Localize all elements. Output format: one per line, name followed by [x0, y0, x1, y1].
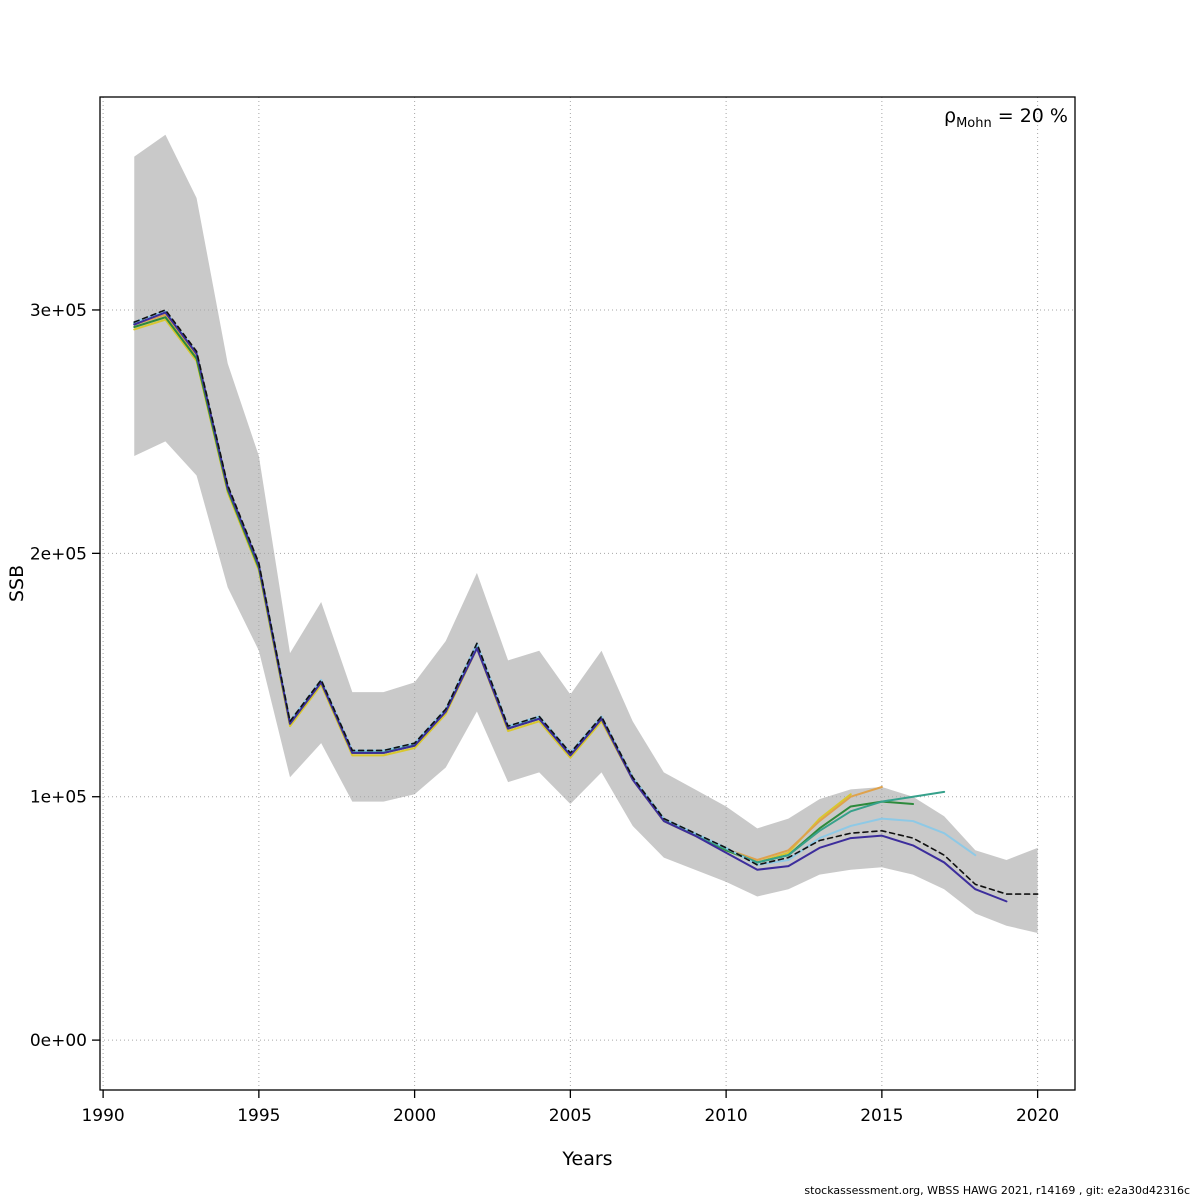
x-tick-label: 1995: [237, 1106, 280, 1126]
x-tick-label: 2005: [549, 1106, 592, 1126]
rho-subscript: Mohn: [956, 115, 992, 131]
rho-symbol: ρ: [944, 105, 957, 127]
footer-credit: stockassessment.org, WBSS HAWG 2021, r14…: [804, 1184, 1190, 1197]
x-tick-label: 1990: [81, 1106, 124, 1126]
x-tick-label: 2000: [393, 1106, 436, 1126]
x-axis-title: Years: [562, 1148, 613, 1170]
y-tick-label: 2e+05: [30, 544, 87, 564]
series-base-assessment-2020: [133, 309, 1039, 895]
confidence-band: [134, 134, 1038, 934]
mohn-rho-annotation: ρMohn = 20 %: [944, 105, 1068, 131]
x-tick-label: 2020: [1016, 1106, 1059, 1126]
plot-border: [99, 96, 1076, 1091]
x-tick-label: 2010: [704, 1106, 747, 1126]
x-tick-label: 2015: [860, 1106, 903, 1126]
y-tick-label: 1e+05: [30, 788, 87, 808]
rho-value: = 20 %: [991, 105, 1068, 127]
y-axis-title: SSB: [6, 564, 28, 602]
y-tick-label: 0e+00: [30, 1031, 87, 1051]
y-tick-label: 3e+05: [30, 301, 87, 321]
